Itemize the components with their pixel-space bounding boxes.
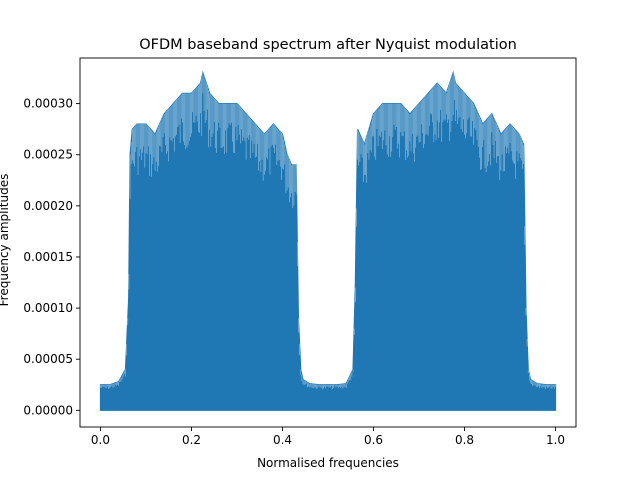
y-axis-label: Frequency amplitudes — [0, 174, 11, 307]
plot-area — [99, 70, 557, 411]
y-tick-label: 0.00025 — [23, 148, 73, 162]
y-axis: 0.00000 0.00005 0.00010 0.00015 0.00020 0.000… — [23, 97, 80, 417]
x-axis-label: Normalised frequencies — [257, 456, 399, 470]
y-tick-label: 0.00000 — [23, 403, 73, 417]
y-tick-label: 0.00010 — [23, 301, 73, 315]
spectrum-texture — [100, 72, 556, 390]
x-tick-label: 0.2 — [182, 433, 201, 447]
y-tick-label: 0.00005 — [23, 352, 73, 366]
x-tick-label: 0.8 — [455, 433, 474, 447]
x-tick-label: 0.6 — [364, 433, 383, 447]
y-tick-label: 0.00015 — [23, 250, 73, 264]
y-tick-label: 0.00030 — [23, 97, 73, 111]
x-axis: 0.0 0.2 0.4 0.6 0.8 1.0 — [91, 427, 565, 447]
x-tick-label: 0.0 — [91, 433, 110, 447]
axes-border — [79, 57, 577, 428]
axes-frame — [79, 57, 577, 428]
x-tick-label: 1.0 — [546, 433, 565, 447]
chart-title: OFDM baseband spectrum after Nyquist mod… — [139, 37, 517, 53]
x-tick-label: 0.4 — [273, 433, 292, 447]
y-tick-label: 0.00020 — [23, 199, 73, 213]
